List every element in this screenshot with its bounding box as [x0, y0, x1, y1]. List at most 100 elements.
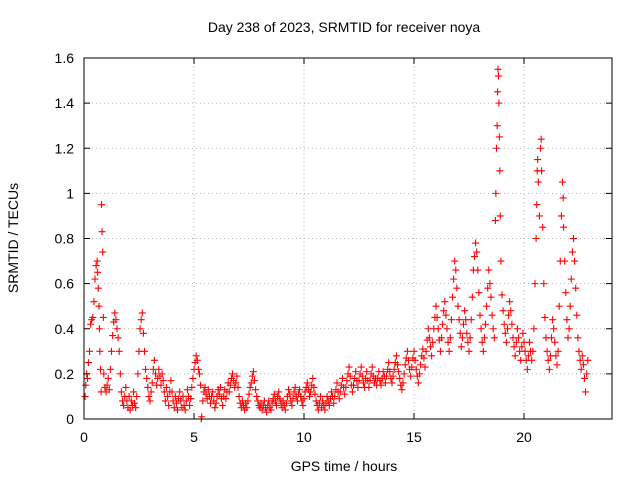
data-point [425, 334, 433, 342]
y-tick-label: 1.6 [55, 50, 75, 66]
data-point [411, 356, 419, 364]
y-tick-label: 1.4 [55, 95, 75, 111]
data-point [321, 406, 329, 414]
data-point [495, 133, 503, 141]
data-point [557, 212, 565, 220]
data-point [436, 347, 444, 355]
data-point [199, 397, 207, 405]
data-point [165, 401, 173, 409]
data-point [331, 392, 339, 400]
data-point [100, 370, 108, 378]
data-point [401, 361, 409, 369]
data-point [271, 397, 279, 405]
data-point [209, 388, 217, 396]
data-point [243, 404, 251, 412]
data-point [303, 379, 311, 387]
data-point [97, 365, 104, 373]
data-point [150, 356, 158, 364]
data-point [307, 388, 315, 396]
data-point [533, 201, 541, 209]
data-point [111, 309, 119, 317]
data-point [311, 390, 319, 398]
data-point [350, 381, 357, 389]
data-point [385, 359, 393, 367]
data-point [395, 368, 403, 376]
data-point [182, 397, 190, 405]
data-point [117, 388, 125, 396]
axis-ticks: 0 0.2 0.4 0.6 0.8 1 1.2 1.4 1.6 0 5 10 15 20 [55, 50, 612, 445]
data-point [120, 401, 128, 409]
data-point [342, 383, 350, 391]
data-point [232, 379, 240, 387]
data-point [131, 399, 139, 407]
data-point [87, 320, 95, 328]
data-point [494, 72, 502, 80]
data-point [400, 370, 408, 378]
data-point [138, 309, 146, 317]
data-point [566, 302, 574, 310]
data-point [273, 401, 280, 409]
data-point [446, 334, 454, 342]
data-point [568, 248, 576, 256]
data-point [499, 307, 507, 315]
data-point [98, 201, 106, 209]
data-point [443, 325, 451, 333]
data-point [333, 379, 341, 387]
data-point [113, 325, 121, 333]
data-point [523, 365, 531, 373]
data-point [235, 392, 243, 400]
data-point [515, 334, 522, 342]
data-point [549, 316, 557, 324]
data-point [501, 329, 509, 337]
data-point [513, 325, 521, 333]
data-point [529, 347, 537, 355]
data-point [531, 280, 539, 288]
data-point [147, 388, 155, 396]
data-point [512, 338, 520, 346]
data-point [550, 325, 558, 333]
data-point [480, 334, 488, 342]
data-point [467, 316, 475, 324]
data-point [157, 381, 165, 389]
data-point [584, 356, 592, 364]
data-point [559, 194, 567, 202]
data-point [84, 374, 92, 382]
data-point [578, 352, 586, 360]
grid-lines [84, 58, 612, 419]
data-point [577, 365, 585, 373]
y-tick-label: 0.8 [55, 231, 75, 247]
data-point [281, 406, 289, 414]
data-point [130, 388, 137, 396]
data-point [493, 144, 500, 152]
y-tick-label: 0.2 [55, 366, 75, 382]
data-point [216, 383, 224, 391]
data-point [346, 372, 354, 380]
data-point [167, 377, 175, 385]
data-point [468, 293, 476, 301]
data-point [112, 316, 120, 324]
data-point [188, 383, 196, 391]
data-point [204, 386, 212, 394]
data-point [583, 370, 591, 378]
x-axis-label: GPS time / hours [291, 458, 398, 474]
data-point [434, 325, 442, 333]
data-point [447, 316, 455, 324]
x-tick-label: 5 [190, 429, 198, 445]
data-point [94, 268, 102, 276]
data-point [559, 178, 566, 186]
data-point [422, 347, 430, 355]
data-point [479, 347, 487, 355]
data-point [386, 368, 394, 376]
data-point [573, 311, 581, 319]
data-point [300, 395, 308, 403]
data-point [458, 334, 466, 342]
data-point [535, 212, 543, 220]
data-point [359, 379, 367, 387]
data-point [245, 390, 253, 398]
data-point [500, 320, 508, 328]
data-point [335, 395, 343, 403]
data-point [192, 352, 200, 360]
data-point [473, 248, 481, 256]
data-point [89, 313, 97, 321]
